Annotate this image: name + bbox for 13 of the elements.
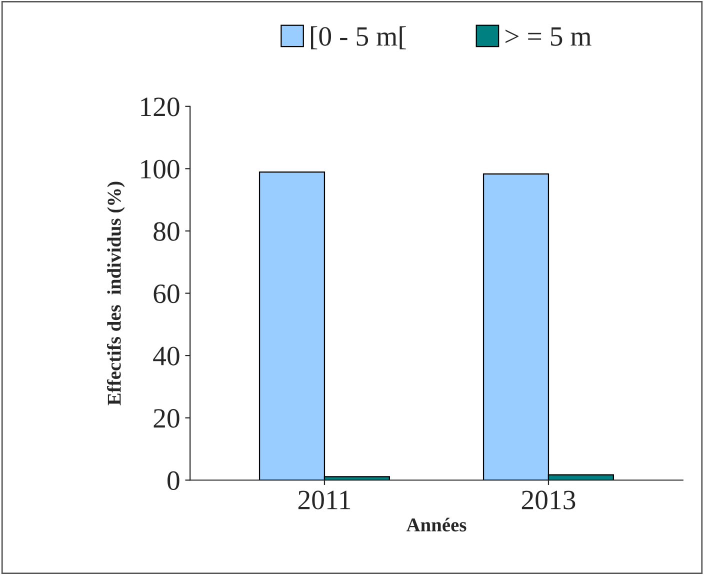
y-tick-label: 120 [141,98,180,116]
legend-label: [0 - 5 m[ [311,26,406,50]
y-axis-title: Effectifs des individus (%) [106,182,125,406]
x-axis-title: Années [406,518,466,532]
y-tick-label: 80 [154,222,180,241]
y-tick-label: 0 [168,471,180,490]
x-tick-label: 2013 [522,490,576,510]
legend-label: > = 5 m [506,27,592,46]
y-tick-label: 100 [141,160,180,179]
y-tick-label: 40 [153,346,180,366]
x-tick-label: 2011 [298,490,350,510]
y-tick-label: 60 [154,284,180,304]
y-tick-label: 20 [154,409,180,428]
